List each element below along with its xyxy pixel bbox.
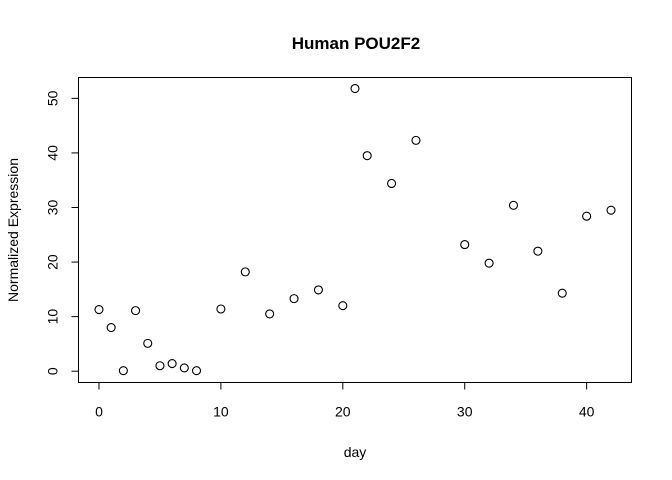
data-point (131, 306, 141, 316)
x-tick-label: 40 (579, 404, 595, 420)
data-point (179, 363, 189, 373)
y-tick-label: 40 (45, 145, 61, 161)
data-point (411, 135, 421, 145)
data-point (484, 258, 494, 268)
data-point (155, 361, 165, 371)
x-tick-label: 0 (95, 404, 103, 420)
data-point (106, 322, 116, 333)
data-point (94, 304, 104, 315)
y-axis: 0 10 20 30 40 50 (45, 90, 79, 375)
data-point (606, 205, 616, 215)
data-point (338, 301, 348, 311)
x-tick-label: 30 (457, 404, 473, 420)
data-point (460, 240, 470, 250)
data-point (557, 288, 567, 298)
data-point (533, 246, 543, 256)
data-point (582, 211, 592, 221)
data-point (289, 294, 299, 304)
data-point (508, 200, 519, 210)
data-point (118, 366, 128, 376)
data-points (94, 83, 616, 376)
chart-title: Human POU2F2 (292, 34, 420, 53)
x-axis-label: day (344, 444, 367, 460)
y-tick-label: 30 (45, 199, 61, 215)
data-point (191, 366, 202, 376)
x-tick-label: 20 (335, 404, 351, 420)
data-point (167, 359, 177, 369)
data-point (240, 267, 250, 277)
data-point (387, 178, 397, 189)
y-tick-label: 50 (45, 90, 61, 106)
y-axis-label: Normalized Expression (5, 158, 21, 302)
data-point (216, 304, 226, 314)
data-point (362, 151, 372, 161)
data-point (143, 338, 153, 348)
x-tick-label: 10 (213, 404, 229, 420)
y-tick-label: 10 (45, 309, 61, 325)
data-point (265, 309, 275, 319)
x-axis: 0 10 20 30 40 (95, 382, 595, 420)
data-point (350, 83, 360, 94)
data-point (313, 285, 323, 295)
y-tick-label: 20 (45, 254, 61, 270)
y-tick-label: 0 (45, 367, 61, 375)
